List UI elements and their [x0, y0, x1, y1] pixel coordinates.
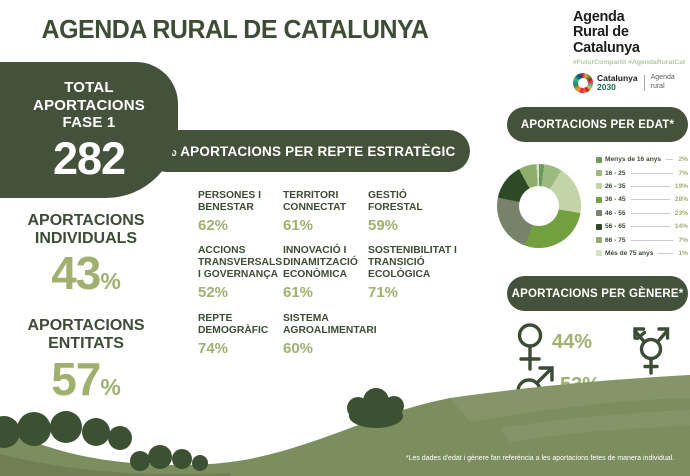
brand-name-line: Rural de — [573, 24, 629, 41]
legend-row: 16 - 25 7% — [596, 166, 688, 179]
reptes-header-pill: % APORTACIONS PER REPTE ESTRATÈGIC — [150, 130, 470, 172]
donut-hole — [519, 186, 559, 226]
entitats-label: APORTACIONS ENTITATS — [27, 317, 145, 352]
genere-header-pill: APORTACIONS PER GÈNERE* — [507, 276, 688, 311]
repte-territori-connectat: TERRITORI CONNECTAT 61% — [283, 190, 347, 235]
leader-line — [630, 199, 670, 201]
brand-name: Agenda Rural de Catalunya — [573, 9, 685, 56]
leader-line — [630, 226, 670, 228]
legend-row: 66 - 75 7% — [596, 233, 688, 246]
page-title: AGENDA RURAL DE CATALUNYA — [41, 14, 429, 44]
sdg-wheel-icon — [573, 73, 593, 94]
female-value: 44% — [552, 331, 593, 353]
legend-row: Més de 75 anys 1% — [596, 247, 688, 260]
individuals-value: 43% — [51, 247, 121, 299]
brand-name-line: Agenda — [573, 9, 625, 25]
legend-row: 56 - 65 14% — [596, 220, 688, 233]
female-icon — [517, 323, 543, 371]
leader-line — [666, 159, 674, 161]
edat-header-pill: APORTACIONS PER EDAT* — [507, 107, 688, 142]
hills-illustration — [0, 375, 690, 476]
repte-persones-benestar: PERSONES I BENESTAR 62% — [198, 190, 261, 235]
repte-innovacio-economica: INNOVACIÓ I DINAMITZACIÓ ECONÒMICA 61% — [283, 245, 358, 302]
repte-demografic: REPTE DEMOGRÀFIC 74% — [198, 313, 269, 358]
legend-row: Menys de 16 anys 2% — [596, 153, 688, 166]
brand-name-line: Catalunya — [573, 39, 640, 56]
legend-swatch — [596, 183, 602, 190]
total-value: 282 — [52, 133, 126, 185]
brand-block: Agenda Rural de Catalunya #FuturComparti… — [573, 9, 686, 94]
legend-row: 36 - 45 28% — [596, 193, 688, 206]
leader-line — [630, 239, 674, 241]
individuals-label: APORTACIONS INDIVIDUALS — [27, 212, 145, 247]
catalunya-2030-logo: Catalunya 2030 Agenda rural — [573, 72, 685, 94]
logo-divider — [643, 75, 645, 92]
age-donut-chart — [497, 164, 581, 248]
footnote: *Les dades d'edat i gènere fan referènci… — [405, 455, 675, 462]
legend-row: 26 - 35 19% — [596, 180, 688, 193]
leader-line — [658, 252, 674, 254]
logo-catalunya-text: Catalunya 2030 — [597, 72, 638, 93]
repte-gestio-forestal: GESTIÓ FORESTAL 59% — [368, 190, 423, 235]
legend-swatch — [596, 156, 602, 163]
brand-hashtags: #FuturCompartit #AgendaRuralCat — [573, 59, 686, 67]
legend-swatch — [596, 250, 602, 257]
legend-row: 46 - 55 23% — [596, 207, 688, 220]
legend-swatch — [596, 223, 602, 230]
logo-agenda-rural-text: Agenda rural — [650, 74, 675, 91]
repte-sostenibilitat-ecologica: SOSTENIBILITAT I TRANSICIÓ ECOLÒGICA 71% — [368, 245, 457, 302]
total-aportacions-box: TOTAL APORTACIONS FASE 1 282 — [0, 62, 178, 198]
legend-swatch — [596, 170, 602, 177]
repte-sistema-agroalimentari: SISTEMA AGROALIMENTARI 60% — [283, 313, 377, 358]
legend-swatch — [596, 210, 602, 217]
leader-line — [630, 185, 670, 187]
repte-accions-transversals: ACCIONS TRANSVERSALS I GOVERNANÇA 52% — [198, 245, 283, 302]
age-legend: Menys de 16 anys 2% 16 - 25 7% 26 - 35 19% … — [596, 153, 688, 260]
transgender-icon — [633, 327, 670, 375]
leader-line — [630, 172, 674, 174]
legend-swatch — [596, 237, 602, 244]
leader-line — [630, 212, 670, 214]
legend-swatch — [596, 196, 602, 203]
entitats-value: 57% — [51, 353, 121, 405]
bushes — [0, 388, 404, 471]
